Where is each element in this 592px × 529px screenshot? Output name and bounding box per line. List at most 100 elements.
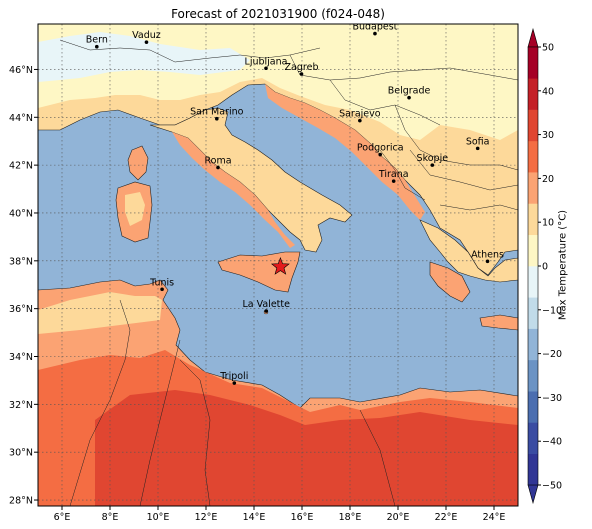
- city-dot: [299, 72, 304, 76]
- colorbar-tick-label: 30: [542, 130, 554, 141]
- city-dot: [95, 44, 99, 49]
- tunisia-coast-zone: [38, 292, 162, 334]
- city-dot: [485, 259, 490, 264]
- city-label: La Valette: [242, 299, 290, 310]
- city-label: Bern: [86, 35, 108, 46]
- lon-tick-label: 6°E: [54, 512, 71, 523]
- city-label: Podgorica: [357, 143, 404, 154]
- crete-land: [479, 314, 518, 331]
- colorbar-segment: [528, 172, 538, 204]
- lat-tick-label: 30°N: [9, 448, 33, 459]
- lat-tick-label: 34°N: [9, 352, 33, 363]
- city-label: Tunis: [149, 277, 174, 288]
- colorbar-segment: [528, 234, 538, 267]
- colorbar-tick-label: 40: [542, 86, 554, 97]
- city-label: Zagreb: [285, 62, 319, 73]
- colorbar-segment: [528, 47, 538, 79]
- colorbar-tick-label: 50: [542, 43, 554, 54]
- lat-tick-label: 38°N: [9, 256, 33, 267]
- colorbar-tick-label: −20: [542, 349, 562, 360]
- colorbar: −50 −40 −30 −20 −10 0 10 20 30 40 50: [527, 27, 562, 505]
- sardinia-core: [125, 192, 145, 226]
- colorbar-tick-label: 10: [542, 218, 554, 229]
- city-dot: [215, 116, 219, 121]
- colorbar-segment: [528, 297, 538, 329]
- colorbar-label-text: Max Temperature (°C): [557, 209, 569, 321]
- greece-land: [419, 219, 518, 283]
- map-title: Forecast of 2021031900 (f024-048): [171, 7, 385, 21]
- colorbar-segment: [528, 78, 538, 110]
- lon-tick-label: 22°E: [435, 512, 458, 523]
- colorbar-tick-label: −30: [542, 393, 562, 404]
- lat-tick-label: 44°N: [9, 113, 33, 124]
- africa-hottest-zone: [95, 390, 518, 506]
- lon-tick-label: 12°E: [195, 512, 218, 523]
- colorbar-segment: [528, 266, 538, 298]
- city-dot: [391, 179, 396, 183]
- peloponnese-land: [429, 261, 471, 303]
- corsica-land: [127, 145, 149, 181]
- colorbar-tick-label: −10: [542, 305, 562, 316]
- colorbar-segment: [528, 359, 538, 392]
- city-dot: [264, 309, 269, 313]
- lat-tick-label: 32°N: [9, 400, 33, 411]
- colorbar-segment: [528, 140, 538, 173]
- colorbar-tick-label: −50: [542, 481, 562, 492]
- city-label: Roma: [204, 156, 231, 167]
- colorbar-extend-max: [527, 27, 539, 48]
- city-dot: [144, 40, 149, 44]
- city-label: Sofia: [466, 136, 490, 147]
- city-dot: [160, 287, 164, 292]
- city-dot: [378, 152, 383, 157]
- city-label: Vaduz: [132, 30, 161, 41]
- lon-tick-label: 10°E: [147, 512, 170, 523]
- colorbar-segment: [528, 422, 538, 455]
- colorbar-segment: [528, 391, 538, 423]
- lon-tick-label: 18°E: [339, 512, 362, 523]
- city-dot: [407, 95, 411, 100]
- balkan-coast-zone: [265, 84, 425, 220]
- city-dot: [430, 163, 435, 167]
- city-label: Sarajevo: [339, 109, 381, 120]
- city-dot: [358, 118, 362, 123]
- colorbar-extend-min: [527, 484, 539, 505]
- map-frame: [37, 23, 519, 507]
- lon-tick-label: 16°E: [291, 512, 314, 523]
- lon-tick-label: 14°E: [243, 512, 266, 523]
- city-label: San Marino: [190, 107, 243, 118]
- city-dot: [475, 146, 480, 151]
- latitude-tick-labels: 28°N 30°N 32°N 34°N 36°N 38°N 40°N 42°N 44°N 46°N: [9, 65, 38, 507]
- lat-tick-label: 42°N: [9, 161, 33, 172]
- lon-tick-label: 20°E: [387, 512, 410, 523]
- city-dot: [264, 66, 268, 71]
- lat-tick-label: 40°N: [9, 208, 33, 219]
- city-label: Skopje: [417, 153, 449, 164]
- colorbar-tick-label: −40: [542, 437, 562, 448]
- lat-tick-label: 36°N: [9, 304, 33, 315]
- colorbar-tick-label: 0: [542, 262, 548, 273]
- city-dot: [216, 165, 220, 170]
- city-label: Belgrade: [388, 86, 431, 97]
- city-label: Athens: [471, 249, 504, 260]
- city-dot: [373, 31, 377, 36]
- lat-tick-label: 28°N: [9, 496, 33, 507]
- italy-west-warm-zone: [172, 132, 295, 248]
- country-borders: [59, 39, 518, 506]
- city-label: Tirana: [378, 169, 409, 180]
- colorbar-segment: [528, 109, 538, 142]
- colorbar-segment: [528, 203, 538, 236]
- city-label: Budapest: [352, 22, 397, 33]
- city-label: Ljubljana: [245, 56, 288, 67]
- star-marker: [270, 256, 290, 275]
- lon-tick-label: 24°E: [483, 512, 506, 523]
- lat-tick-label: 46°N: [9, 65, 33, 76]
- colorbar-segment: [528, 453, 538, 486]
- longitude-tick-labels: 6°E 8°E 10°E 12°E 14°E 16°E 18°E 20°E 22°E 24°E: [54, 506, 506, 523]
- city-label: Tripoli: [219, 371, 248, 382]
- map-gridlines: [38, 24, 518, 506]
- colorbar-tick-label: 20: [542, 174, 554, 185]
- lon-tick-label: 8°E: [102, 512, 119, 523]
